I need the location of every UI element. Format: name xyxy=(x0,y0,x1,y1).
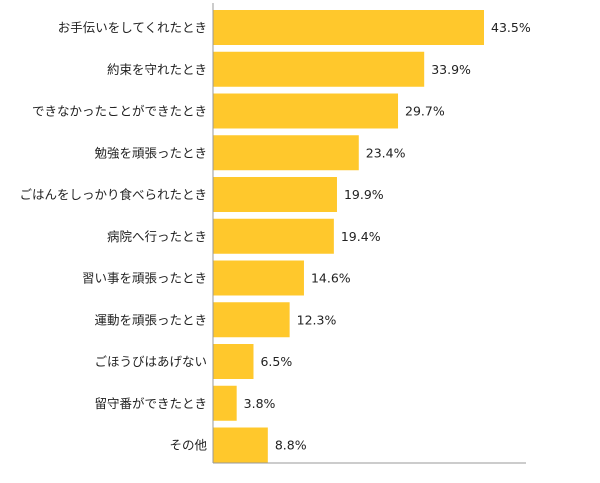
bar xyxy=(213,218,334,254)
value-label: 19.9% xyxy=(344,187,384,202)
value-label: 33.9% xyxy=(431,62,471,77)
bar xyxy=(213,385,237,421)
category-label: その他 xyxy=(169,438,207,453)
bar xyxy=(213,135,359,171)
category-label: 習い事を頑張ったとき xyxy=(82,271,207,286)
category-label: ごはんをしっかり食べられたとき xyxy=(19,187,207,202)
value-labels-layer: 43.5% 33.9% 29.7% 23.4% 19.9% 19.4% 14.6% 12.3%… xyxy=(244,20,531,453)
category-label: 勉強を頑張ったとき xyxy=(94,145,207,160)
value-label: 3.8% xyxy=(244,396,276,411)
category-label: 運動を頑張ったとき xyxy=(94,312,207,327)
bar xyxy=(213,344,254,379)
value-label: 8.8% xyxy=(275,438,307,453)
bar xyxy=(213,302,290,338)
bars-layer xyxy=(213,10,484,463)
bar xyxy=(213,260,304,296)
category-labels-layer: お手伝いをしてくれたとき約束を守れたときできなかったことができたとき勉強を頑張っ… xyxy=(19,20,207,453)
value-label: 6.5% xyxy=(260,354,292,369)
bar xyxy=(213,93,399,129)
value-label: 12.3% xyxy=(297,312,337,327)
value-label: 43.5% xyxy=(491,20,531,35)
category-label: 約束を守れたとき xyxy=(107,62,207,77)
category-label: お手伝いをしてくれたとき xyxy=(58,20,207,35)
axis-layer xyxy=(212,3,526,464)
category-label: ごほうびはあげない xyxy=(94,354,207,369)
bar xyxy=(213,51,425,87)
value-label: 23.4% xyxy=(366,145,406,160)
category-label: 病院へ行ったとき xyxy=(107,229,207,244)
value-label: 19.4% xyxy=(341,229,381,244)
category-label: 留守番ができたとき xyxy=(94,396,207,411)
bar xyxy=(213,177,337,212)
bar xyxy=(213,427,268,463)
value-label: 14.6% xyxy=(311,271,351,286)
value-label: 29.7% xyxy=(405,104,445,119)
category-label: できなかったことができたとき xyxy=(32,104,207,119)
bar xyxy=(213,10,484,45)
